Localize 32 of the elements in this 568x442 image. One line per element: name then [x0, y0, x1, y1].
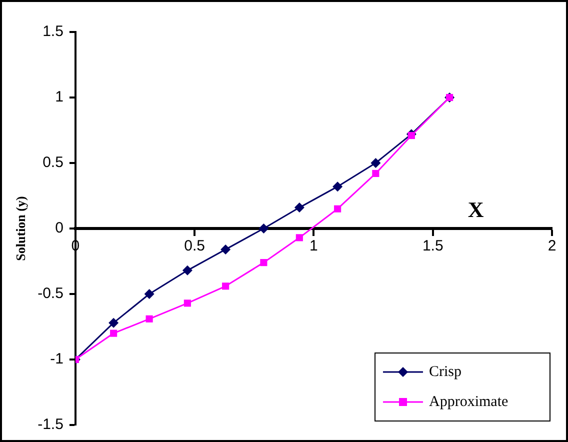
- x-tick-label: 2: [548, 238, 556, 255]
- y-axis-title: Solution (y): [13, 196, 28, 261]
- y-tick-label: 0.5: [42, 154, 64, 172]
- legend-label: Approximate: [429, 394, 508, 410]
- point: [146, 315, 153, 322]
- x-tick-label: 1: [310, 238, 318, 255]
- y-tick-label: -1: [50, 350, 64, 368]
- x-tick-label: 1.5: [422, 238, 444, 255]
- y-tick-label: 0: [55, 220, 64, 237]
- point: [184, 300, 191, 307]
- point: [260, 259, 268, 266]
- y-tick-label: -0.5: [38, 285, 64, 302]
- point: [220, 244, 231, 254]
- point: [222, 282, 230, 290]
- point: [296, 234, 303, 242]
- y-tick-label: 1.5: [42, 23, 64, 40]
- point: [108, 318, 119, 328]
- point: [258, 224, 269, 234]
- point: [294, 202, 304, 213]
- point: [370, 158, 381, 168]
- legend-label: Crisp: [429, 364, 462, 380]
- point: [110, 330, 118, 337]
- point: [372, 170, 380, 178]
- point: [144, 289, 154, 299]
- point: [334, 205, 342, 212]
- x-axis-title: X: [468, 197, 484, 222]
- x-tick-label: 0.5: [184, 238, 206, 255]
- point: [408, 132, 415, 140]
- y-tick-label: -1.5: [38, 416, 64, 434]
- y-tick-label: 1: [55, 88, 64, 106]
- point: [332, 182, 343, 192]
- point: [182, 265, 192, 276]
